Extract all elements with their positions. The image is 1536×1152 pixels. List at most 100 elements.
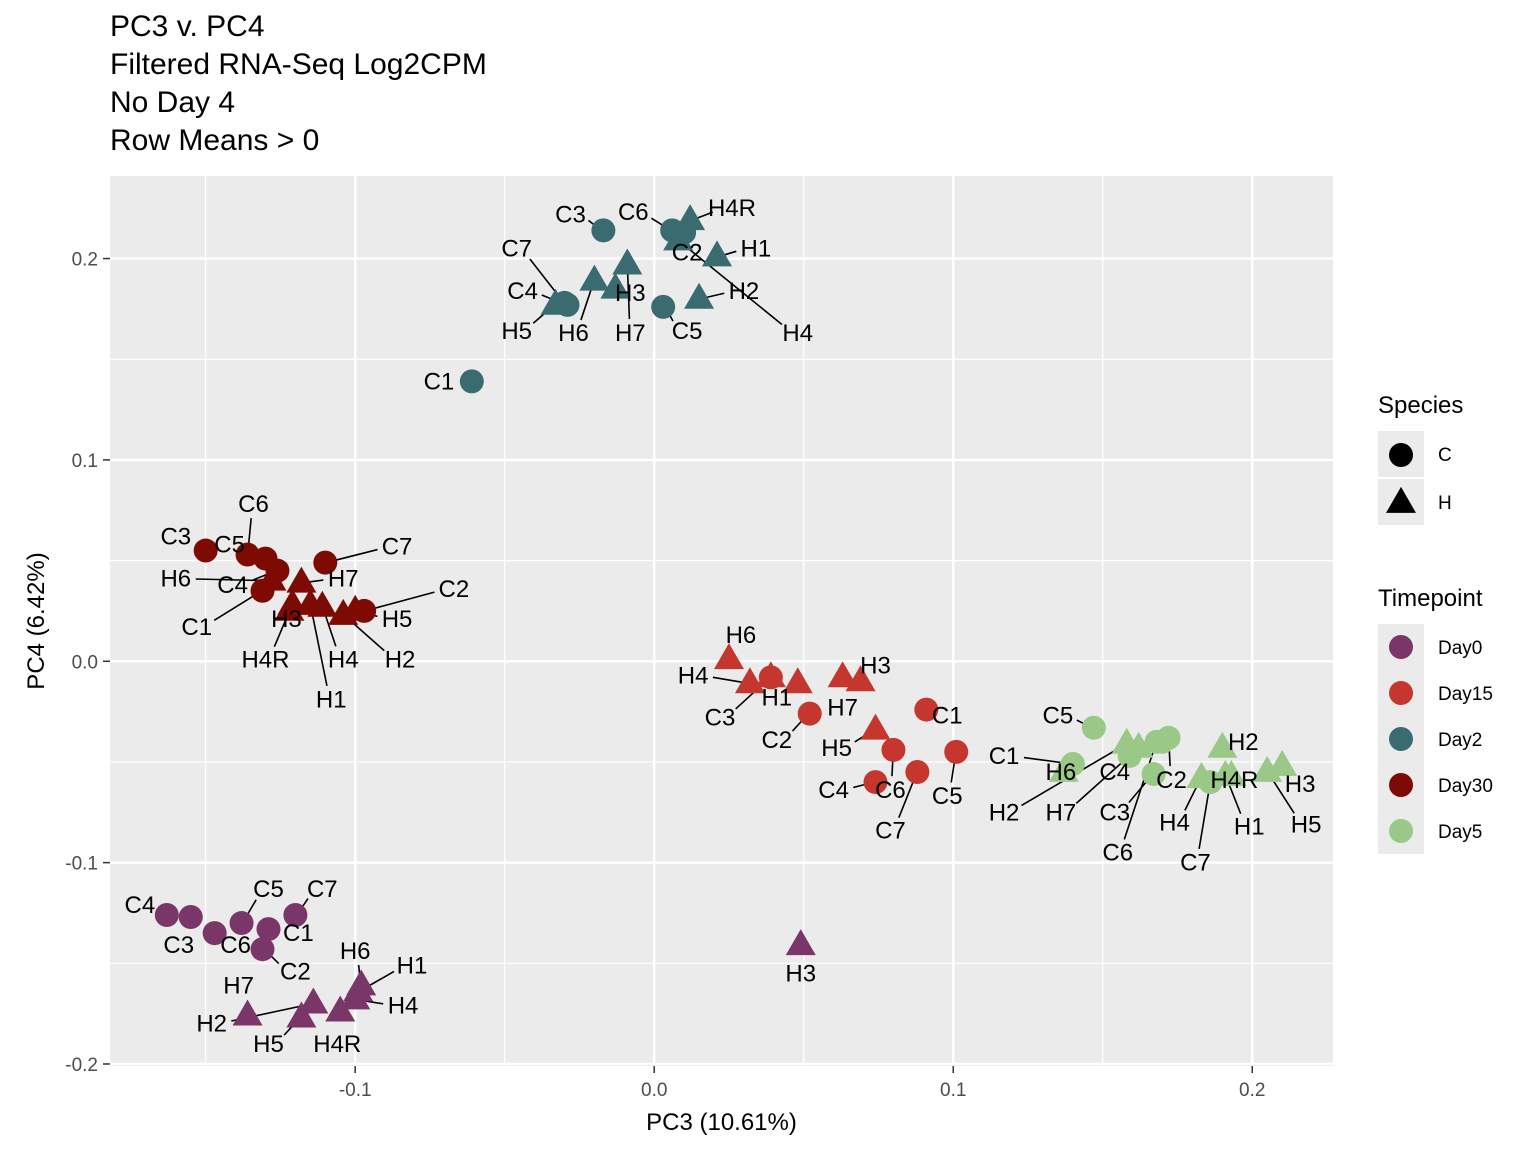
label-connector <box>704 292 725 299</box>
data-point-day0-h5 <box>286 1001 317 1028</box>
point-label: C1 <box>932 703 963 730</box>
point-label: C5 <box>214 531 245 558</box>
data-point-day15-c7 <box>905 760 930 785</box>
point-label: C4 <box>507 278 538 305</box>
label-connector <box>898 777 916 818</box>
label-connector <box>323 612 337 647</box>
point-label: H1 <box>397 952 428 979</box>
legend: Species C H Timepoint Day0 Day15 Day2 Day30 Day5 <box>1378 392 1493 854</box>
data-point-day5-h6 <box>1048 755 1079 782</box>
point-label: H6 <box>1046 759 1077 786</box>
label-connector <box>330 548 378 563</box>
point-label: H3 <box>1285 771 1316 798</box>
data-point-day2-h2 <box>684 282 715 309</box>
point-label: C2 <box>761 727 792 754</box>
point-label: H4R <box>1210 767 1258 794</box>
data-point-day15-c5 <box>944 739 969 764</box>
chart-title-line-1: PC3 v. PC4 <box>110 10 265 43</box>
y-tick-label: 0.0 <box>72 652 98 673</box>
label-connector <box>626 270 631 320</box>
data-point-day0-c1 <box>256 917 281 942</box>
point-label: C7 <box>875 817 906 844</box>
data-point-day2-h3 <box>600 272 631 299</box>
data-point-day30-c4 <box>265 558 290 583</box>
data-point-day0-h2 <box>298 987 329 1014</box>
data-point-day5-h7 <box>1123 731 1154 758</box>
data-point-day0-h4r <box>325 995 356 1022</box>
data-point-day5-c7 <box>1198 770 1223 795</box>
data-point-day2-h6 <box>579 264 610 291</box>
point-label: C1 <box>181 614 212 641</box>
point-label: H1 <box>761 685 792 712</box>
point-label: C4 <box>125 892 156 919</box>
point-label: H3 <box>615 280 646 307</box>
data-point-day30-c3 <box>193 538 218 563</box>
point-label: H6 <box>558 320 589 347</box>
data-point-day30-h2 <box>328 598 359 625</box>
point-label: H2 <box>385 646 416 673</box>
point-label: H6 <box>340 938 371 965</box>
legend-label-timepoint: Day30 <box>1438 776 1493 797</box>
point-label: H7 <box>827 695 858 722</box>
legend-title-timepoint: Timepoint <box>1378 585 1483 612</box>
data-point-day0-h3 <box>785 929 816 956</box>
y-tick-label: -0.1 <box>65 854 98 875</box>
point-label: C6 <box>238 491 269 518</box>
x-tick-label: 0.2 <box>1239 1080 1265 1101</box>
point-label: H3 <box>860 652 891 679</box>
point-label: C4 <box>1099 759 1130 786</box>
point-label: H1 <box>316 687 347 714</box>
point-label: H5 <box>382 606 413 633</box>
data-point-day15-c6 <box>881 737 906 762</box>
legend-key-day30 <box>1389 773 1413 797</box>
y-tick-label: 0.2 <box>72 250 98 271</box>
point-label: C5 <box>1043 703 1074 730</box>
legend-label-timepoint: Day0 <box>1438 638 1482 659</box>
point-label: H4R <box>241 646 289 673</box>
label-connector <box>369 591 435 611</box>
legend-key-circle <box>1389 443 1413 467</box>
point-label: H2 <box>196 1011 227 1038</box>
data-point-day15-h5 <box>860 713 891 740</box>
data-point-day15-c1 <box>914 697 939 722</box>
point-label: H6 <box>160 566 191 593</box>
point-label: C7 <box>382 533 413 560</box>
point-label: C6 <box>1102 840 1133 867</box>
label-connectors <box>195 211 1295 1036</box>
data-point-day2-h4 <box>663 224 694 251</box>
point-label: H4 <box>782 320 813 347</box>
chart-title-line-4: Row Means > 0 <box>110 124 320 157</box>
x-tick-label: -0.1 <box>339 1080 372 1101</box>
label-connector <box>213 593 258 621</box>
legend-label-timepoint: Day5 <box>1438 822 1482 843</box>
data-point-day0-c4 <box>154 902 179 927</box>
legend-key-day2 <box>1389 727 1413 751</box>
point-label: H6 <box>726 622 757 649</box>
point-label: H4R <box>313 1031 361 1058</box>
point-label: H7 <box>223 972 254 999</box>
point-label: C6 <box>875 777 906 804</box>
data-point-day15-c2 <box>797 701 822 726</box>
data-point-day0-c6 <box>202 921 227 946</box>
point-label: C2 <box>439 576 470 603</box>
point-label: C7 <box>307 876 338 903</box>
legend-key-triangle <box>1386 486 1416 513</box>
point-label: H7 <box>615 320 646 347</box>
legend-label-species: C <box>1438 445 1452 466</box>
data-point-day2-c5 <box>651 294 676 319</box>
data-point-day2-c1 <box>459 369 484 394</box>
data-point-day5-c3 <box>1141 762 1166 787</box>
label-connector <box>310 610 328 687</box>
data-point-day2-h7 <box>612 248 643 275</box>
data-point-day30-h7 <box>286 566 317 593</box>
label-connector <box>1227 781 1242 815</box>
point-label: H5 <box>1291 811 1322 838</box>
axes: -0.1 0.0 0.1 0.2 -0.2 -0.1 0.0 0.1 0.2 <box>65 250 1265 1101</box>
label-connector <box>1270 776 1295 814</box>
point-label: C5 <box>253 876 284 903</box>
y-axis-title: PC4 (6.42%) <box>23 552 50 689</box>
point-label: H5 <box>501 318 532 345</box>
point-label: H2 <box>989 799 1020 826</box>
legend-key-day0 <box>1389 635 1413 659</box>
point-label: C4 <box>217 572 248 599</box>
